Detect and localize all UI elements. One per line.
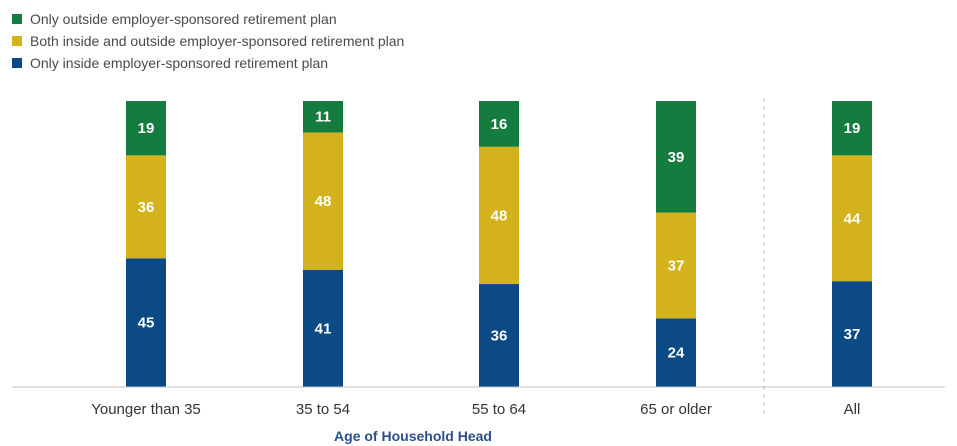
legend-swatch-inside <box>12 58 22 68</box>
bar-segment-outside <box>126 101 166 156</box>
bar-segment-inside <box>303 269 343 387</box>
legend-item-inside: Only inside employer-sponsored retiremen… <box>12 52 404 74</box>
bar-value-label: 37 <box>844 326 861 343</box>
bar-value-label: 41 <box>315 320 332 337</box>
bar-value-label: 44 <box>844 210 861 227</box>
bar-segment-inside <box>479 284 519 387</box>
x-tick-label: 35 to 54 <box>296 401 350 418</box>
bar-segment-outside <box>832 101 872 156</box>
x-tick-label: 65 or older <box>640 401 712 418</box>
bar-value-label: 39 <box>668 149 685 166</box>
x-tick-label: 55 to 64 <box>472 401 526 418</box>
bar-segment-both <box>656 212 696 319</box>
bar-segment-inside <box>832 281 872 387</box>
x-tick-label: All <box>844 401 861 418</box>
x-tick-labels: Younger than 35 35 to 54 55 to 64 65 or old… <box>91 401 860 418</box>
bar-segment-both <box>126 155 166 259</box>
bar-segment-outside <box>303 101 343 133</box>
x-tick-label: Younger than 35 <box>91 401 201 418</box>
legend-swatch-outside <box>12 14 22 24</box>
bar-value-label: 48 <box>491 207 508 224</box>
bar-value-label: 24 <box>668 345 685 362</box>
bar-value-label: 16 <box>491 116 508 133</box>
bar-segment-inside <box>656 318 696 387</box>
bar-segment-both <box>303 132 343 270</box>
bar-segment-inside <box>126 258 166 387</box>
bar-segment-both <box>832 155 872 282</box>
legend-label-outside: Only outside employer-sponsored retireme… <box>30 11 337 27</box>
bar-segment-outside <box>479 101 519 147</box>
bar-segment-outside <box>656 101 696 213</box>
x-axis-title: Age of Household Head <box>334 428 492 444</box>
chart-legend: Only outside employer-sponsored retireme… <box>12 8 404 74</box>
bar-value-label: 19 <box>138 120 155 137</box>
legend-item-outside: Only outside employer-sponsored retireme… <box>12 8 404 30</box>
bar-value-label: 37 <box>668 257 685 274</box>
bar-value-label: 36 <box>491 328 508 345</box>
bar-value-label: 45 <box>138 315 155 332</box>
bars-group: 45 36 19 41 48 11 36 48 16 24 37 39 37 44 19 <box>126 101 872 387</box>
bar-value-label: 19 <box>844 120 861 137</box>
legend-item-both: Both inside and outside employer-sponsor… <box>12 30 404 52</box>
bar-segment-both <box>479 146 519 285</box>
bar-value-label: 11 <box>315 109 331 126</box>
legend-swatch-both <box>12 36 22 46</box>
bar-value-label: 48 <box>315 193 332 210</box>
legend-label-both: Both inside and outside employer-sponsor… <box>30 33 405 49</box>
bar-value-label: 36 <box>138 199 155 216</box>
legend-label-inside: Only inside employer-sponsored retiremen… <box>30 55 329 71</box>
